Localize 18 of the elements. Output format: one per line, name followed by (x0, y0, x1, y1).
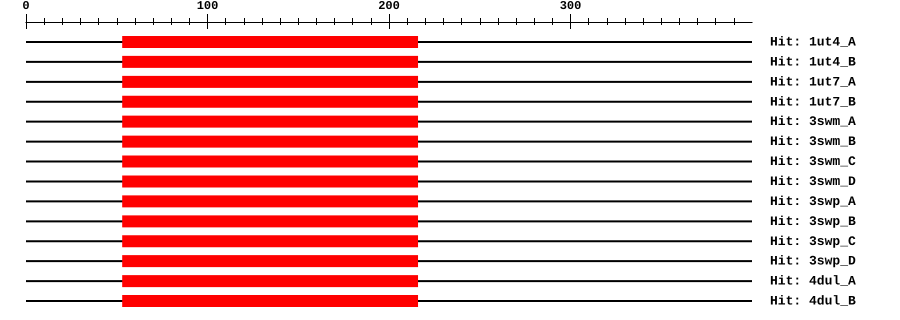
y-tick-label: Hit: 4dul_B (770, 294, 856, 309)
x-tick-label: 200 (378, 0, 400, 13)
x-tick-label: 100 (196, 0, 218, 13)
y-tick-label: Hit: 4dul_A (770, 274, 856, 289)
y-tick-label: Hit: 1ut4_B (770, 54, 856, 70)
y-tick-label: Hit: 1ut7_A (770, 74, 856, 90)
y-tick-label: Hit: 1ut4_A (770, 34, 856, 50)
y-tick-label: Hit: 3swm_A (770, 114, 856, 130)
y-tick-label: Hit: 3swp_A (770, 194, 856, 209)
y-tick-label: Hit: 3swm_D (770, 174, 856, 189)
y-tick-label: Hit: 1ut7_B (770, 94, 856, 110)
y-tick-label: Hit: 3swp_C (770, 234, 856, 249)
x-tick-label: 300 (560, 0, 582, 13)
y-tick-label: Hit: 3swp_B (770, 214, 856, 229)
y-tick-label: Hit: 3swp_D (770, 254, 856, 269)
y-tick-label: Hit: 3swm_C (770, 154, 856, 170)
x-tick-label: 0 (22, 0, 30, 13)
y-tick-label: Hit: 3swm_B (770, 134, 856, 150)
